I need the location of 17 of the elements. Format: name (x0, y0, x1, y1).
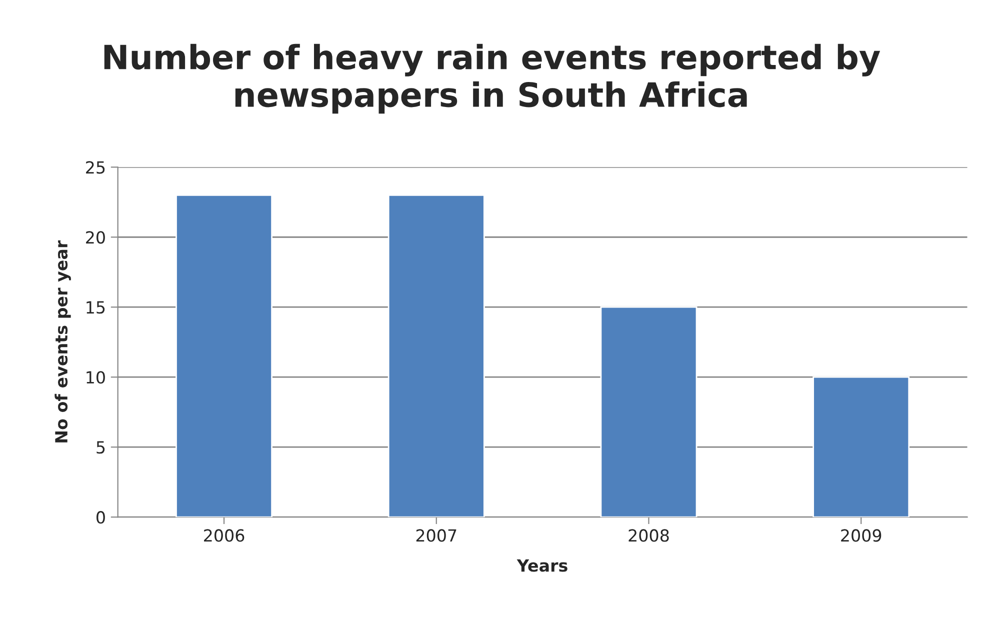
y-tick-label: 15 (86, 301, 105, 314)
x-tick-label: 2006 (204, 529, 244, 542)
bar (388, 194, 485, 518)
y-tick-label: 20 (86, 231, 105, 244)
y-tick-label: 0 (96, 511, 105, 524)
y-tick-label: 25 (86, 161, 105, 174)
bar (812, 376, 910, 518)
bar (600, 306, 698, 518)
y-axis-title: No of events per year (54, 240, 71, 442)
bar (176, 194, 272, 518)
chart-title: Number of heavy rain events reported by newspapers in South Africa (104, 44, 880, 114)
x-axis-title: Years (516, 559, 568, 572)
x-tick-label: 2007 (416, 529, 456, 542)
y-tick-label: 10 (86, 371, 105, 384)
x-tick-label: 2008 (628, 529, 669, 542)
y-tick-label: 5 (96, 441, 105, 454)
x-tick-label: 2009 (841, 529, 882, 542)
